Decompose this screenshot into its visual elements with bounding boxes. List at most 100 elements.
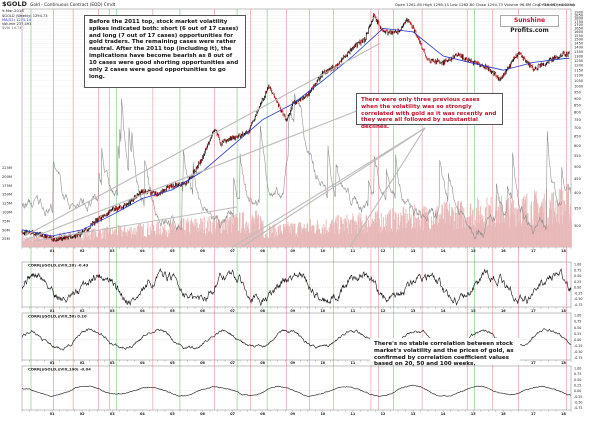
volume-bar [119, 226, 121, 247]
volume-bar [432, 220, 434, 247]
volume-bar [496, 222, 498, 247]
volume-bar [234, 218, 236, 247]
volume-bar [438, 214, 440, 247]
volume-bar [160, 234, 162, 247]
volume-bar [387, 214, 388, 247]
volume-bar [151, 221, 153, 247]
volume-bar [275, 231, 277, 247]
volume-bar [543, 213, 545, 247]
volume-bar [451, 206, 453, 247]
volume-bar [309, 226, 311, 247]
volume-bar [305, 228, 307, 247]
volume-bar [223, 229, 225, 247]
volume-bar [132, 230, 134, 247]
volume-bar [366, 232, 368, 247]
volume-bar [175, 227, 177, 247]
volume-bar [74, 234, 75, 247]
volume-bar [127, 231, 129, 247]
volume-bar [400, 212, 402, 247]
volume-bar [494, 227, 496, 247]
volume-bar [246, 230, 248, 247]
volume-bar [150, 233, 152, 247]
volume-bar [58, 239, 60, 247]
volume-bar [237, 218, 239, 247]
volume-bar [271, 233, 273, 247]
volume-bar [382, 217, 384, 247]
volume-bar [201, 229, 203, 247]
volume-bar [404, 228, 406, 247]
volume-bar [98, 230, 100, 247]
year-label-c100-17: 17 [531, 412, 536, 416]
volume-bar [503, 218, 505, 247]
volume-bar [405, 208, 407, 247]
volume-bar [300, 222, 302, 247]
panel-label-c100: CORR($GOLD,$VIX,100) -0.04 [28, 367, 91, 372]
volume-bar [187, 218, 189, 247]
volume-bar [172, 219, 174, 247]
year-label-c50-08: 08 [260, 361, 265, 365]
volume-bar [83, 237, 85, 247]
volume-bar [186, 222, 188, 247]
volume-bar [262, 223, 263, 247]
volume-bar [44, 237, 46, 247]
volume-bar [428, 218, 430, 247]
volume-bar [453, 229, 455, 247]
volume-bar [323, 228, 325, 247]
brand-part2: Profits.com [510, 27, 549, 34]
volume-bar [328, 231, 329, 247]
volume-bar [82, 239, 84, 247]
volume-bar [347, 228, 349, 247]
volume-bar [553, 191, 554, 247]
volume-bar [561, 223, 563, 247]
volume-bar [144, 236, 146, 247]
volume-bar [317, 219, 318, 247]
volume-bar [26, 237, 27, 247]
volume-bar [318, 228, 320, 247]
volume-bar [396, 229, 398, 247]
volume-bar [63, 234, 64, 247]
volume-bar [353, 219, 355, 247]
volume-bar [373, 220, 375, 247]
price-tick-1800: 1800 [574, 17, 584, 21]
volume-bar [521, 226, 523, 247]
volume-bar [41, 240, 43, 247]
volume-bar [154, 230, 156, 247]
volume-bar [554, 212, 556, 247]
volume-bar [476, 207, 478, 247]
year-label-c100-07: 07 [230, 412, 235, 416]
volume-bar [215, 220, 217, 247]
volume-bar [414, 204, 416, 247]
volume-bar [402, 208, 404, 247]
volume-bar [409, 220, 411, 247]
volume-bar [388, 212, 390, 247]
volume-bar [425, 212, 427, 247]
volume-bar [289, 225, 291, 247]
volume-bar [497, 210, 499, 247]
volume-bar [162, 226, 164, 247]
volume-bar [413, 209, 414, 247]
volume-bar [444, 202, 446, 247]
volume-bar [113, 230, 115, 247]
volume-bar [153, 231, 155, 247]
volume-bar [569, 213, 571, 247]
volume-bar [385, 225, 387, 247]
volume-bar [105, 228, 107, 247]
volume-bar [466, 217, 468, 247]
price-tick-950: 950 [574, 91, 582, 95]
volume-bar [218, 218, 220, 247]
volume-bar [140, 223, 141, 247]
volume-tick-175M: 175M [2, 184, 12, 188]
volume-bar [37, 237, 38, 247]
volume-bar [238, 231, 240, 247]
volume-bar [302, 230, 304, 247]
volume-bar [157, 221, 159, 247]
volume-bar [263, 237, 265, 247]
volume-bar [458, 200, 460, 247]
volume-bar [109, 227, 111, 247]
volume-bar [398, 213, 399, 247]
volume-bar [299, 222, 301, 247]
volume-bar [499, 204, 501, 247]
year-label-c50-09: 09 [290, 361, 295, 365]
volume-bar [257, 219, 259, 247]
volume-bar [485, 206, 487, 247]
